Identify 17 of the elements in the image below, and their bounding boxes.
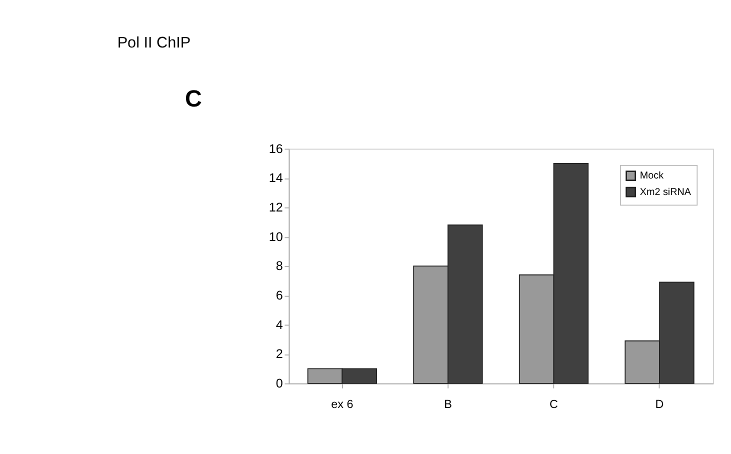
y-tick-label: 8 [276, 259, 283, 274]
y-tick-label: 0 [276, 376, 283, 390]
y-tick-label: 12 [268, 200, 283, 214]
x-tick-label: D [655, 398, 664, 412]
x-tick-label: ex 6 [331, 398, 354, 412]
y-tick-label: 10 [268, 230, 283, 244]
x-tick-label: B [444, 398, 452, 412]
text: Pol II ChIP [117, 34, 191, 52]
y-tick-label: 16 [268, 142, 283, 156]
text: C [185, 85, 202, 112]
legend-label: Mock [640, 170, 664, 182]
x-tick-label: C [550, 398, 559, 412]
y-tick-label: 14 [268, 171, 283, 186]
y-tick-label: 6 [276, 288, 283, 302]
legend-label: Xm2 siRNA [640, 186, 692, 198]
y-tick-label: 2 [276, 347, 283, 362]
y-tick-label: 4 [276, 318, 283, 332]
